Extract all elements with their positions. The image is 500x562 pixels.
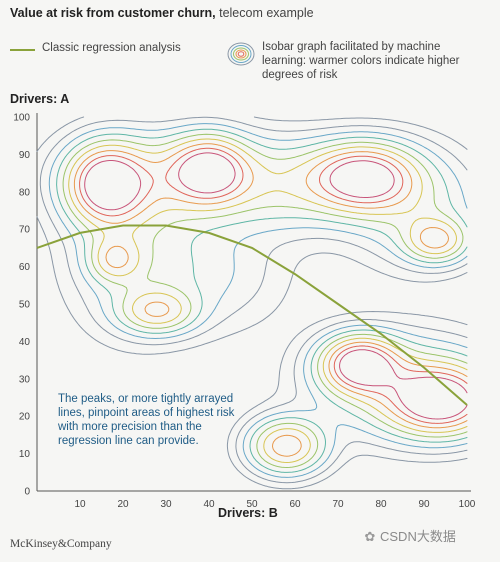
axes: 0 10 20 30 40 50 60 70 80 90 100 10 20 30 40 50 60 70 80 90…	[13, 113, 475, 511]
regression-line	[36, 224, 468, 406]
contour-level-5	[62, 133, 468, 468]
isobar-legend-label: Isobar graph facilitated by machine lear…	[262, 41, 460, 81]
y-tick-label: 20	[19, 412, 31, 423]
y-tick-label: 0	[24, 487, 30, 498]
y-tick-label: 60	[19, 262, 31, 273]
x-tick-label: 40	[203, 499, 215, 510]
regression-legend-label: Classic regression analysis	[42, 42, 181, 54]
y-tick-label: 30	[19, 374, 31, 385]
y-tick-label: 10	[19, 449, 31, 460]
annotation-text: The peaks, or more tightly arrayed lines…	[58, 393, 235, 447]
contour-level-8	[79, 147, 468, 424]
chart-title: Value at risk from customer churn, telec…	[10, 6, 314, 20]
x-tick-label: 100	[459, 499, 476, 510]
x-tick-label: 30	[160, 499, 172, 510]
x-tick-label: 60	[289, 499, 301, 510]
y-axis-label: Drivers: A	[10, 92, 70, 106]
y-tick-label: 70	[19, 225, 31, 236]
x-tick-label: 90	[418, 499, 430, 510]
y-tick-label: 50	[19, 300, 31, 311]
contour-level-4	[56, 128, 468, 473]
contour-level-9	[84, 152, 468, 420]
contour-lines	[36, 116, 468, 490]
y-tick-label: 100	[13, 113, 30, 124]
chart-title-sub: telecom example	[219, 6, 314, 20]
chart-title-main: Value at risk from customer churn,	[10, 6, 216, 20]
y-tick-label: 80	[19, 187, 31, 198]
isobar-legend-icon	[227, 42, 255, 66]
y-tick-label: 40	[19, 337, 31, 348]
x-tick-label: 20	[117, 499, 129, 510]
regression-series-line	[36, 224, 468, 406]
x-tick-label: 10	[74, 499, 86, 510]
watermark-text: CSDN大数据	[380, 529, 456, 544]
x-tick-label: 50	[246, 499, 258, 510]
mckinsey-logo: McKinsey&Company	[10, 538, 112, 550]
contour-level-2	[39, 116, 468, 484]
contour-level-3	[48, 123, 468, 478]
y-tick-label: 90	[19, 150, 31, 161]
x-axis-label: Drivers: B	[218, 506, 278, 520]
regression-legend-swatch	[10, 49, 35, 51]
contour-level-6	[68, 138, 468, 463]
x-tick-label: 80	[375, 499, 387, 510]
x-tick-label: 70	[332, 499, 344, 510]
contour-level-7	[73, 143, 468, 457]
watermark: ✿ CSDN大数据	[360, 526, 456, 545]
contour-level-1	[36, 116, 468, 490]
wechat-icon: ✿	[364, 529, 376, 544]
